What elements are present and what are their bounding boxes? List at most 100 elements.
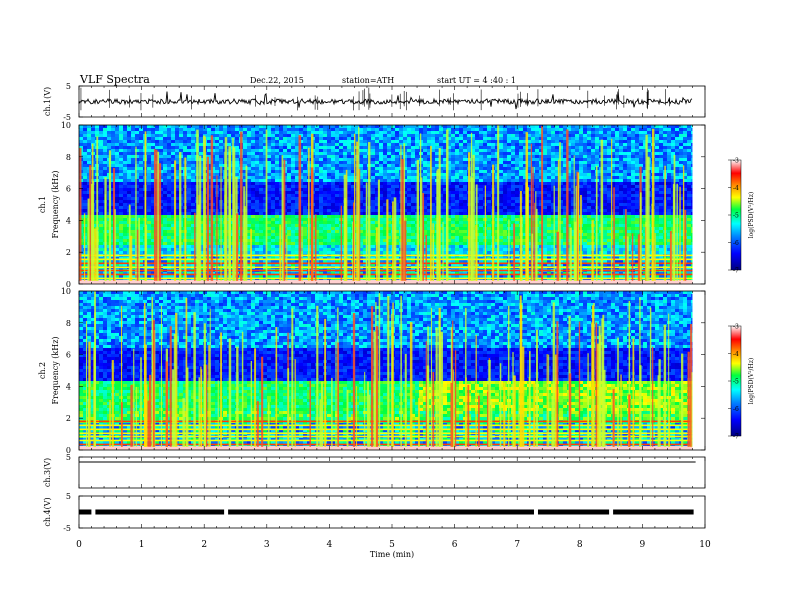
spectrogram-cell [523, 149, 527, 152]
spectrogram-cell [459, 176, 463, 179]
spectrogram-cell [155, 146, 159, 149]
spectrogram-cell [363, 200, 367, 203]
spectrogram-cell [519, 140, 523, 143]
spectrogram-cell [115, 164, 119, 167]
spectrogram-cell [591, 197, 595, 200]
spectrogram-cell [291, 212, 295, 215]
spectrogram-cell [611, 161, 615, 164]
spectrogram-cell [207, 191, 211, 194]
spectrogram-cell [431, 185, 435, 188]
spectrogram-cell [663, 146, 667, 149]
spectrogram-cell [363, 215, 367, 218]
spectrogram-cell [647, 137, 651, 140]
spectrogram-cell [335, 173, 339, 176]
spectrogram-cell [463, 146, 467, 149]
spectrogram-cell [163, 158, 167, 161]
spectrogram-cell [263, 185, 267, 188]
spectrogram-cell [503, 134, 507, 137]
spectrogram-cell [371, 194, 375, 197]
spectrogram-cell [319, 131, 323, 134]
spectrogram-cell [643, 134, 647, 137]
spectrogram-cell [115, 158, 119, 161]
spectrogram-cell [291, 125, 295, 128]
spectrogram-cell [499, 212, 503, 215]
spectrogram-cell [419, 131, 423, 134]
spectrogram-cell [247, 149, 251, 152]
spectrogram-cell [491, 146, 495, 149]
spectrogram-cell [183, 131, 187, 134]
spectrogram-cell [671, 182, 675, 185]
spectrogram-cell [631, 161, 635, 164]
spectrogram-cell [323, 179, 327, 182]
spectrogram-cell [375, 140, 379, 143]
spectrogram-cell [207, 182, 211, 185]
spectrogram-cell [527, 143, 531, 146]
spectrogram-cell [427, 209, 431, 212]
spectrogram-cell [271, 125, 275, 128]
spectrogram-cell [207, 170, 211, 173]
spectrogram-cell [199, 134, 203, 137]
spectrogram-cell [123, 182, 127, 185]
spectrogram-cell [591, 143, 595, 146]
spectrogram-cell [207, 179, 211, 182]
spectrogram-cell [387, 170, 391, 173]
spectrogram-cell [359, 128, 363, 131]
spectrogram-cell [343, 128, 347, 131]
spectrogram-cell [451, 203, 455, 206]
spectrogram-cell [587, 209, 591, 212]
spectrogram-cell [439, 200, 443, 203]
spectrogram-cell [571, 164, 575, 167]
spectrogram-cell [687, 164, 691, 167]
spectrogram-cell [455, 149, 459, 152]
spectrogram-cell [283, 125, 287, 128]
spectrogram-cell [115, 194, 119, 197]
spectrogram-cell [463, 191, 467, 194]
spectrogram-cell [555, 164, 559, 167]
spectrogram-cell [439, 188, 443, 191]
spectrogram-cell [159, 131, 163, 134]
spectrogram-cell [503, 215, 507, 218]
spectrogram-cell [95, 125, 99, 128]
spectrogram-cell [535, 131, 539, 134]
spectrogram-cell [259, 161, 263, 164]
spectrogram-cell [287, 194, 291, 197]
spectrogram-cell [563, 185, 567, 188]
spectrogram-cell [151, 146, 155, 149]
spectrogram-cell [623, 134, 627, 137]
spectrogram-cell [287, 143, 291, 146]
spectrogram-cell [263, 143, 267, 146]
spectrogram-cell [655, 188, 659, 191]
spectrogram-cell [295, 125, 299, 128]
spectrogram-cell [379, 137, 383, 140]
spectrogram-cell [591, 140, 595, 143]
spectrogram-cell [459, 215, 463, 218]
spectrogram-cell [283, 149, 287, 152]
spectrogram-cell [279, 170, 283, 173]
spectrogram-cell [151, 128, 155, 131]
spectrogram-cell [447, 158, 451, 161]
spectrogram-cell [495, 215, 499, 218]
spectrogram-cell [163, 188, 167, 191]
spectrogram-cell [619, 209, 623, 212]
spectrogram-cell [671, 143, 675, 146]
spectrogram-cell [599, 137, 603, 140]
spectrogram-cell [199, 149, 203, 152]
spectrogram-cell [235, 128, 239, 131]
spectrogram-cell [607, 152, 611, 155]
spectrogram-cell [427, 134, 431, 137]
spectrogram-cell [443, 203, 447, 206]
spectrogram-cell [383, 164, 387, 167]
spectrogram-cell [519, 182, 523, 185]
spectrogram-cell [615, 167, 619, 170]
spectrogram-cell [407, 179, 411, 182]
spectrogram-cell [139, 152, 143, 155]
ch1-waveform-ylabel: ch.1(V) [43, 87, 52, 116]
spectrogram-cell [339, 179, 343, 182]
spectrogram-cell [527, 164, 531, 167]
spectrogram-cell [459, 146, 463, 149]
spectrogram-cell [383, 191, 387, 194]
spectrogram-cell [615, 158, 619, 161]
spectrogram-cell [583, 152, 587, 155]
spectrogram-cell [551, 176, 555, 179]
spectrogram-cell [479, 143, 483, 146]
